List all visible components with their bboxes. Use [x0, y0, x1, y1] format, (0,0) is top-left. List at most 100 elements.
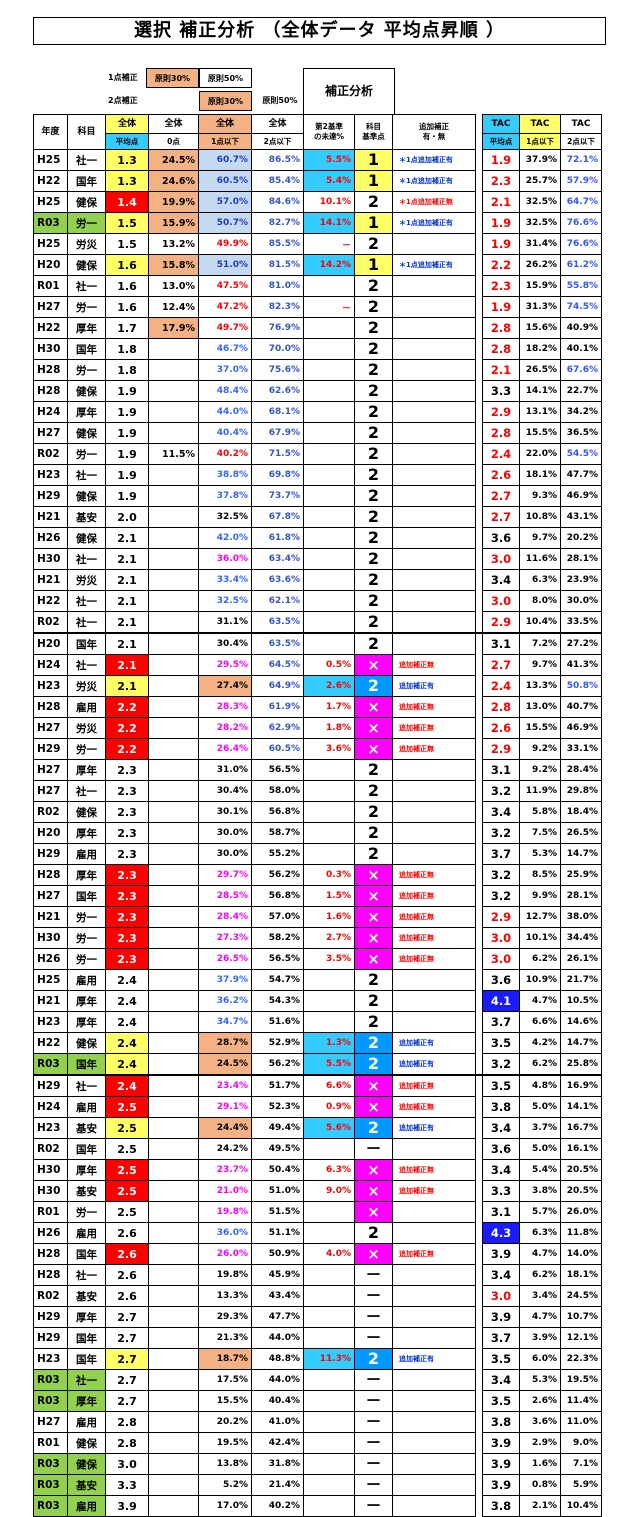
cell-avg: 2.3 — [105, 843, 149, 865]
cell-tac-p2: 57.9% — [560, 170, 602, 192]
cell-year: H23 — [33, 464, 68, 486]
cell-note — [392, 1306, 476, 1328]
cell-avg: 2.4 — [105, 1053, 149, 1076]
cell-tac-p1: 3.7% — [519, 1117, 561, 1139]
header-year: 年度 — [33, 114, 68, 150]
table-row: H25 雇用 2.4 37.9% 54.7% 2 3.6 10.9% 21.7% — [33, 969, 602, 991]
cell-avg: 1.8 — [105, 338, 149, 360]
cell-p2: 62.9% — [251, 717, 304, 739]
cell-p2: 58.2% — [251, 927, 304, 949]
cell-subject: 健保 — [67, 801, 106, 823]
cell-tac-avg: 4.3 — [482, 1222, 520, 1244]
cell-note — [392, 1285, 476, 1307]
cell-tac-p1: 6.2% — [519, 948, 561, 970]
cell-p1: 47.2% — [198, 296, 252, 318]
cell-tac-avg: 3.7 — [482, 1327, 520, 1349]
cell-tac-avg: 2.9 — [482, 611, 520, 634]
cell-gap — [475, 149, 483, 171]
cell-gap — [475, 527, 483, 549]
cell-tac-p1: 26.5% — [519, 359, 561, 381]
cell-p2: 70.0% — [251, 338, 304, 360]
cell-tac-p2: 11.4% — [560, 1390, 602, 1412]
table-row: H29 国年 2.7 21.3% 44.0% － 3.7 3.9% 12.1% — [33, 1327, 602, 1349]
cell-note: 追加補正無 — [392, 864, 476, 886]
cell-p1: 19.8% — [198, 1264, 252, 1286]
cell-note: ＊1点追加補正有 — [392, 170, 476, 192]
cell-tac-p1: 15.5% — [519, 422, 561, 444]
cell-tac-p1: 11.6% — [519, 548, 561, 570]
cell-note — [392, 611, 476, 634]
cell-note — [392, 485, 476, 507]
cell-tac-avg: 3.0 — [482, 927, 520, 949]
page-title: 選択 補正分析 （全体データ 平均点昇順 ） — [33, 17, 606, 45]
cell-p1: 51.0% — [198, 254, 252, 276]
cell-year: H30 — [33, 927, 68, 949]
cell-year: H29 — [33, 1074, 68, 1097]
cell-avg: 2.3 — [105, 822, 149, 844]
cell-avg: 1.6 — [105, 296, 149, 318]
table-row: H22 健保 2.4 28.7% 52.9% 1.3% 2 追加補正有 3.5 4.2% 14.7% — [33, 1032, 602, 1054]
cell-gap — [475, 801, 483, 823]
cell-p2: 49.5% — [251, 1138, 304, 1160]
cell-note — [392, 1327, 476, 1349]
cell-p1: 30.4% — [198, 632, 252, 655]
cell-tac-p1: 14.1% — [519, 380, 561, 402]
cell-note — [392, 275, 476, 297]
cell-avg: 1.9 — [105, 401, 149, 423]
cell-avg: 2.5 — [105, 1117, 149, 1139]
cell-year: H21 — [33, 506, 68, 528]
cell-p2: 56.8% — [251, 885, 304, 907]
cell-p1: 21.0% — [198, 1180, 252, 1202]
cell-p1: 60.5% — [198, 170, 252, 192]
cell-miss — [303, 1201, 355, 1223]
header-tac-p1: TAC — [519, 114, 561, 134]
cell-tac-avg: 3.8 — [482, 1411, 520, 1433]
table-row: R03 国年 2.4 24.5% 56.2% 5.5% 2 追加補正有 3.2 6.2% 25.8% — [33, 1053, 602, 1076]
cell-subject: 労一 — [67, 1201, 106, 1223]
cell-note — [392, 1264, 476, 1286]
table-row: H25 社一 1.3 24.5% 60.7% 86.5% 5.5% 1 ＊1点追加補正有 1.9 3… — [33, 149, 602, 171]
cell-kijun: 2 — [354, 801, 393, 823]
cell-zero — [148, 506, 199, 528]
cell-miss — [303, 1369, 355, 1391]
cell-p1: 44.0% — [198, 401, 252, 423]
cell-year: R01 — [33, 275, 68, 297]
cell-tac-p2: 16.9% — [560, 1074, 602, 1097]
cell-gap — [475, 1432, 483, 1454]
cell-subject: 労災 — [67, 675, 106, 697]
cell-subject: 労一 — [67, 906, 106, 928]
cell-tac-avg: 2.9 — [482, 738, 520, 760]
cell-p1: 24.5% — [198, 1053, 252, 1076]
cell-tac-p1: 8.5% — [519, 864, 561, 886]
table-row: H30 基安 2.5 21.0% 51.0% 9.0% × 追加補正無 3.3 3.8% 20.5% — [33, 1180, 602, 1202]
cell-avg: 2.7 — [105, 1348, 149, 1370]
cell-tac-p1: 32.5% — [519, 212, 561, 234]
cell-note: 追加補正無 — [392, 885, 476, 907]
cell-subject: 国年 — [67, 170, 106, 192]
cell-year: H28 — [33, 1243, 68, 1265]
cell-kijun: 2 — [354, 296, 393, 318]
cell-tac-avg: 2.7 — [482, 654, 520, 676]
cell-tac-p1: 13.3% — [519, 675, 561, 697]
cell-tac-p1: 6.2% — [519, 1264, 561, 1286]
cell-avg: 2.3 — [105, 948, 149, 970]
cell-miss — [303, 1495, 355, 1517]
cell-p1: 24.4% — [198, 1117, 252, 1139]
cell-gap — [475, 1222, 483, 1244]
cell-tac-avg: 3.9 — [482, 1306, 520, 1328]
cell-year: H27 — [33, 885, 68, 907]
cell-p2: 81.5% — [251, 254, 304, 276]
cell-tac-p1: 12.7% — [519, 906, 561, 928]
cell-zero — [148, 464, 199, 486]
cell-p1: 37.9% — [198, 969, 252, 991]
table-row: H27 厚年 2.3 31.0% 56.5% 2 3.1 9.2% 28.4% — [33, 759, 602, 781]
cell-tac-avg: 3.6 — [482, 1138, 520, 1160]
cell-gap — [475, 1495, 483, 1517]
cell-avg: 3.9 — [105, 1495, 149, 1517]
cell-tac-p2: 72.1% — [560, 149, 602, 171]
table-row: H27 労災 2.2 28.2% 62.9% 1.8% × 追加補正無 2.6 15.5% 46.9… — [33, 717, 602, 739]
cell-subject: 雇用 — [67, 1495, 106, 1517]
cell-p2: 85.5% — [251, 233, 304, 255]
cell-subject: 労一 — [67, 948, 106, 970]
table-row: H26 健保 2.1 42.0% 61.8% 2 3.6 9.7% 20.2% — [33, 527, 602, 549]
